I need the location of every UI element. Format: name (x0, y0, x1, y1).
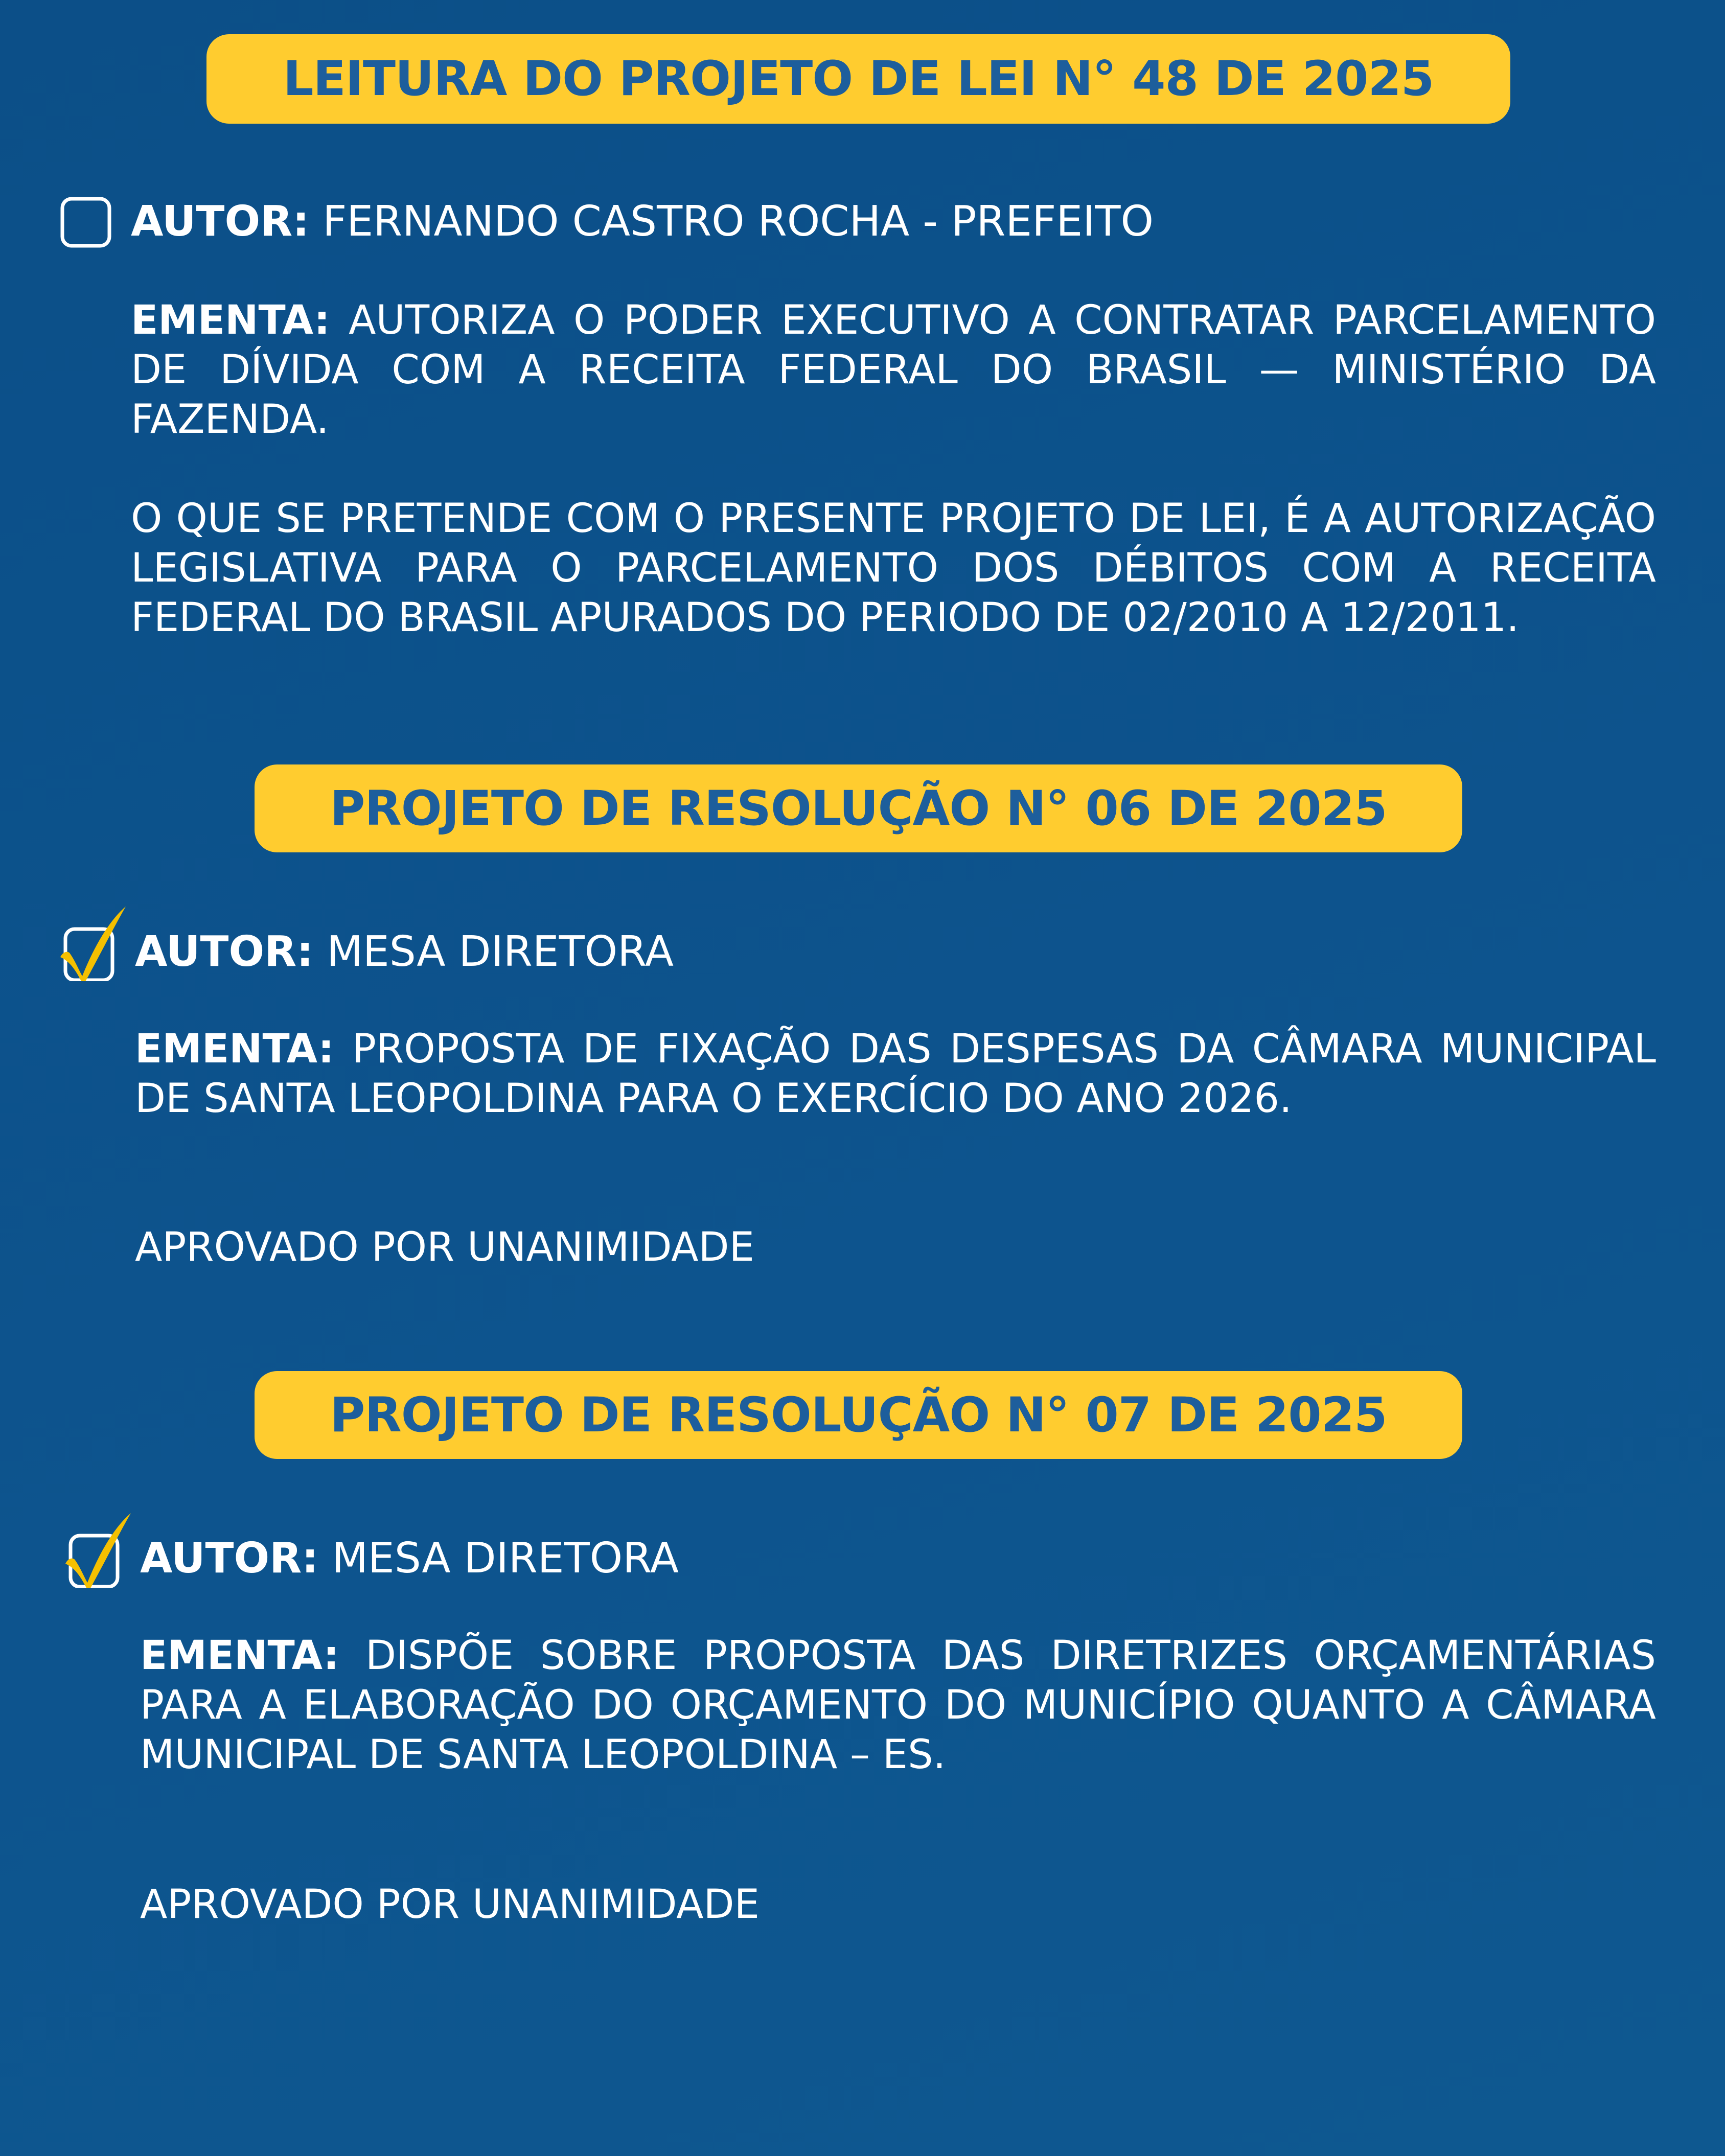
ementa-text: DISPÕE SOBRE PROPOSTA DAS DIRETRIZES ORÇ… (140, 1633, 1656, 1778)
ementa-label: EMENTA: (135, 1026, 334, 1072)
section-title-banner: PROJETO DE RESOLUÇÃO N° 06 DE 2025 (255, 764, 1462, 852)
section-title: PROJETO DE RESOLUÇÃO N° 07 DE 2025 (330, 1387, 1387, 1443)
ementa-text: PROPOSTA DE FIXAÇÃO DAS DESPESAS DA CÂMA… (135, 1026, 1657, 1122)
project-note: O QUE SE PRETENDE COM O PRESENTE PROJETO… (131, 496, 1656, 641)
ementa-label: EMENTA: (140, 1633, 339, 1679)
author-label: AUTOR: (140, 1534, 319, 1583)
section-title-banner: PROJETO DE RESOLUÇÃO N° 07 DE 2025 (255, 1371, 1462, 1459)
author-line: AUTOR: MESA DIRETORA (135, 927, 674, 977)
author-value: FERNANDO CASTRO ROCHA - PREFEITO (323, 197, 1154, 246)
approval-status: APROVADO POR UNANIMIDADE (140, 1882, 760, 1928)
checked-checkbox-icon (60, 907, 126, 981)
author-label: AUTOR: (135, 928, 314, 976)
ementa-text: AUTORIZA O PODER EXECUTIVO A CONTRATAR P… (131, 297, 1656, 443)
author-value: MESA DIRETORA (327, 928, 674, 976)
ementa: EMENTA: DISPÕE SOBRE PROPOSTA DAS DIRETR… (140, 1631, 1656, 1780)
checkbox-icon (60, 197, 111, 248)
ementa: EMENTA: AUTORIZA O PODER EXECUTIVO A CON… (131, 296, 1656, 445)
section-title: LEITURA DO PROJETO DE LEI N° 48 DE 2025 (283, 51, 1434, 107)
section-title-banner: LEITURA DO PROJETO DE LEI N° 48 DE 2025 (206, 34, 1510, 124)
ementa-label: EMENTA: (131, 297, 330, 343)
section-title: PROJETO DE RESOLUÇÃO N° 06 DE 2025 (330, 780, 1387, 837)
author-label: AUTOR: (131, 197, 310, 246)
author-line: AUTOR: FERNANDO CASTRO ROCHA - PREFEITO (131, 197, 1154, 246)
author-value: MESA DIRETORA (332, 1534, 679, 1583)
ementa: EMENTA: PROPOSTA DE FIXAÇÃO DAS DESPESAS… (135, 1025, 1656, 1124)
approval-status: APROVADO POR UNANIMIDADE (135, 1224, 754, 1270)
checked-checkbox-icon (65, 1513, 131, 1588)
author-line: AUTOR: MESA DIRETORA (140, 1534, 679, 1583)
